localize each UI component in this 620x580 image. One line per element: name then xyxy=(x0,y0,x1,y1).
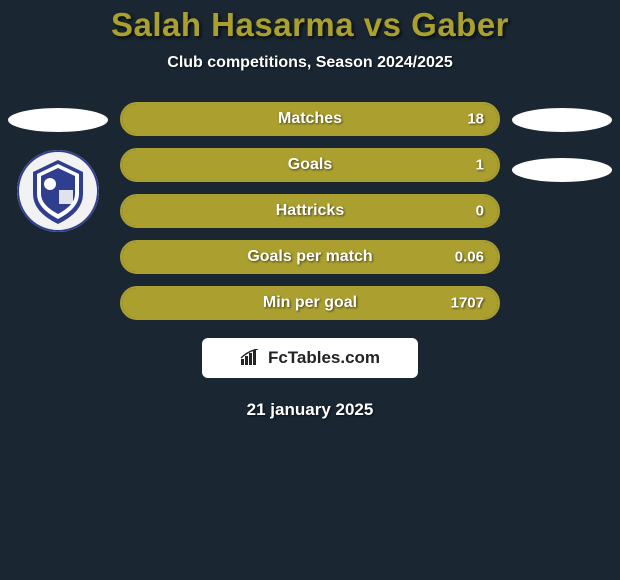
snapshot-date: 21 january 2025 xyxy=(0,400,620,420)
left-player-column xyxy=(8,102,108,232)
brand-badge: FcTables.com xyxy=(202,338,418,378)
stat-row: Goals1 xyxy=(120,148,500,182)
stat-right-value: 1 xyxy=(476,157,484,174)
stat-label: Goals xyxy=(122,156,498,174)
content-wrapper: Salah Hasarma vs Gaber Club competitions… xyxy=(0,0,620,420)
stat-row: Hattricks0 xyxy=(120,194,500,228)
stat-right-value: 18 xyxy=(467,111,484,128)
stat-row: Goals per match0.06 xyxy=(120,240,500,274)
brand-text: FcTables.com xyxy=(268,348,380,368)
right-player-ellipse xyxy=(512,108,612,132)
right-player-ellipse-2 xyxy=(512,158,612,182)
stat-right-value: 0 xyxy=(476,203,484,220)
stat-label: Matches xyxy=(122,110,498,128)
comparison-layout: Matches18 Goals1 Hattricks0 Goals per match… xyxy=(0,102,620,320)
bar-chart-icon xyxy=(240,349,262,367)
left-player-logo xyxy=(17,150,99,232)
stat-label: Hattricks xyxy=(122,202,498,220)
left-player-ellipse xyxy=(8,108,108,132)
club-crest-icon xyxy=(17,150,99,232)
stat-row: Matches18 xyxy=(120,102,500,136)
stats-column: Matches18 Goals1 Hattricks0 Goals per match… xyxy=(120,102,500,320)
stat-right-value: 1707 xyxy=(451,295,484,312)
stat-label: Goals per match xyxy=(122,248,498,266)
stat-row: Min per goal1707 xyxy=(120,286,500,320)
right-player-column xyxy=(512,102,612,182)
stat-label: Min per goal xyxy=(122,294,498,312)
page-title: Salah Hasarma vs Gaber xyxy=(0,6,620,44)
page-subtitle: Club competitions, Season 2024/2025 xyxy=(0,54,620,72)
stat-right-value: 0.06 xyxy=(455,249,484,266)
